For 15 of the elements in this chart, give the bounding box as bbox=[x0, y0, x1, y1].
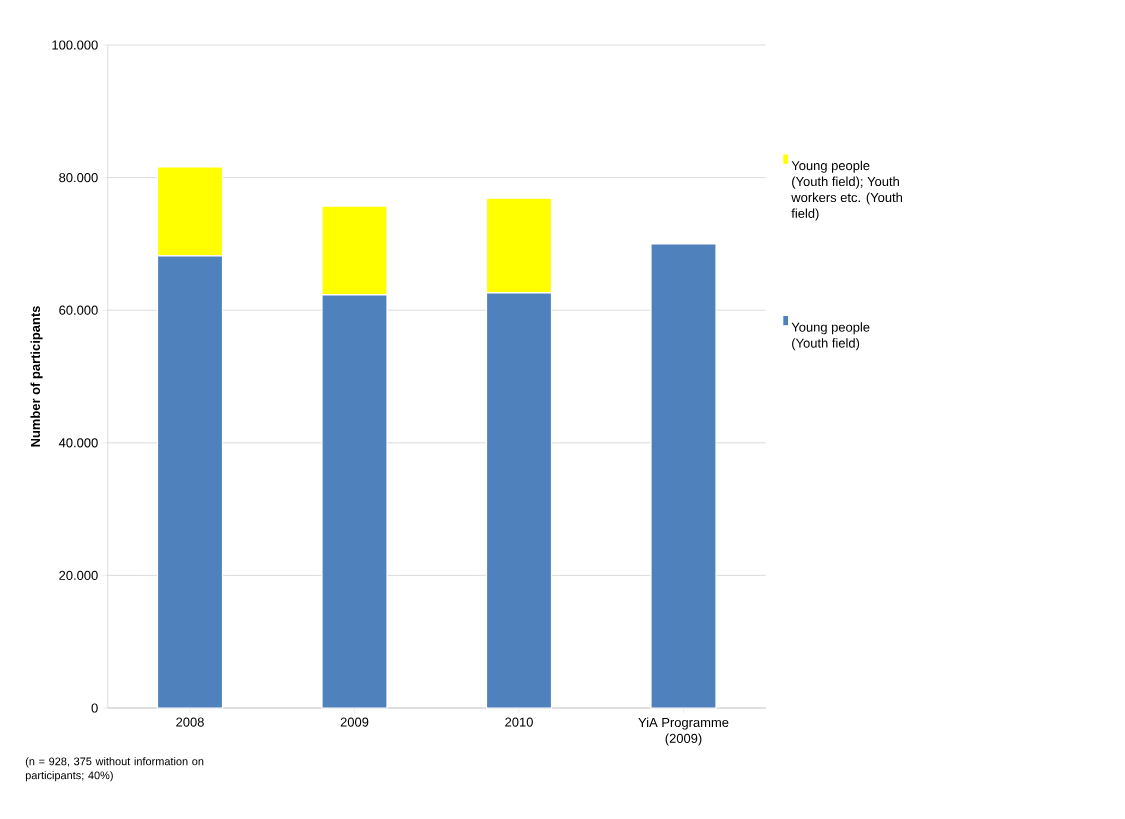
x-tick-label: 2009 bbox=[340, 717, 369, 727]
x-tick-label: 2010 bbox=[505, 717, 533, 727]
y-tick-label: 60.000 bbox=[59, 305, 98, 315]
y-tick-label: 80.000 bbox=[59, 173, 98, 183]
text: (n = 928, 375 without information on participants; 40%) bbox=[25, 757, 204, 782]
y-tick-label: 0 bbox=[91, 703, 98, 713]
y-tick-label: 100.000 bbox=[52, 40, 98, 50]
legend-label: Young people (Youth field) bbox=[791, 322, 870, 351]
bar bbox=[650, 243, 717, 709]
y-axis-title: Number of participants bbox=[30, 306, 43, 447]
legend-label: Young people (Youth field); Youth workers etc. (Youth field) bbox=[791, 160, 903, 221]
x-tick-label: YiA Programme (2009) bbox=[638, 717, 729, 746]
x-tick-label: 2008 bbox=[176, 717, 204, 727]
y-tick-label: 40.000 bbox=[58, 438, 98, 448]
y-tick-label: 20.000 bbox=[59, 570, 98, 580]
